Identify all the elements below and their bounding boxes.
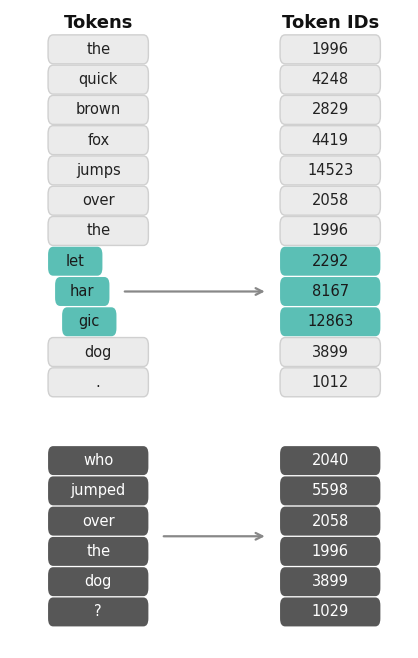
Text: let: let	[66, 254, 85, 268]
Text: who: who	[83, 453, 113, 468]
Text: 2829: 2829	[311, 103, 349, 117]
Text: 4419: 4419	[312, 133, 349, 147]
Text: Tokens: Tokens	[64, 14, 133, 32]
Text: dog: dog	[84, 345, 112, 359]
FancyBboxPatch shape	[62, 307, 117, 336]
Text: 14523: 14523	[307, 163, 353, 178]
FancyBboxPatch shape	[280, 216, 380, 245]
FancyBboxPatch shape	[280, 368, 380, 397]
FancyBboxPatch shape	[280, 35, 380, 64]
Text: 12863: 12863	[307, 315, 353, 329]
FancyBboxPatch shape	[280, 476, 380, 505]
FancyBboxPatch shape	[48, 446, 148, 475]
FancyBboxPatch shape	[48, 216, 148, 245]
Text: jumps: jumps	[76, 163, 121, 178]
Text: the: the	[86, 544, 110, 559]
FancyBboxPatch shape	[55, 277, 110, 306]
Text: ?: ?	[94, 605, 102, 619]
Text: 1996: 1996	[312, 42, 349, 57]
FancyBboxPatch shape	[48, 156, 148, 185]
Text: over: over	[82, 193, 115, 208]
Text: the: the	[86, 224, 110, 238]
Text: the: the	[86, 42, 110, 57]
Text: 5598: 5598	[312, 484, 349, 498]
FancyBboxPatch shape	[48, 507, 148, 536]
FancyBboxPatch shape	[280, 446, 380, 475]
Text: 8167: 8167	[312, 284, 349, 299]
Text: har: har	[70, 284, 94, 299]
Text: quick: quick	[79, 72, 118, 87]
FancyBboxPatch shape	[48, 65, 148, 94]
Text: .: .	[96, 375, 101, 390]
Text: 3899: 3899	[312, 345, 349, 359]
FancyBboxPatch shape	[48, 35, 148, 64]
FancyBboxPatch shape	[48, 186, 148, 215]
FancyBboxPatch shape	[48, 476, 148, 505]
Text: 3899: 3899	[312, 574, 349, 589]
FancyBboxPatch shape	[48, 247, 102, 276]
FancyBboxPatch shape	[280, 507, 380, 536]
Text: 4248: 4248	[312, 72, 349, 87]
Text: fox: fox	[87, 133, 109, 147]
Text: 1029: 1029	[311, 605, 349, 619]
FancyBboxPatch shape	[280, 537, 380, 566]
Text: 1996: 1996	[312, 544, 349, 559]
FancyBboxPatch shape	[48, 537, 148, 566]
FancyBboxPatch shape	[280, 126, 380, 155]
FancyBboxPatch shape	[48, 338, 148, 367]
FancyBboxPatch shape	[48, 368, 148, 397]
Text: 2040: 2040	[311, 453, 349, 468]
FancyBboxPatch shape	[48, 597, 148, 626]
FancyBboxPatch shape	[48, 126, 148, 155]
Text: gic: gic	[79, 315, 100, 329]
FancyBboxPatch shape	[280, 277, 380, 306]
Text: dog: dog	[84, 574, 112, 589]
Text: 2058: 2058	[311, 193, 349, 208]
Text: 2058: 2058	[311, 514, 349, 528]
FancyBboxPatch shape	[280, 247, 380, 276]
FancyBboxPatch shape	[48, 567, 148, 596]
FancyBboxPatch shape	[280, 65, 380, 94]
Text: 1996: 1996	[312, 224, 349, 238]
FancyBboxPatch shape	[280, 597, 380, 626]
FancyBboxPatch shape	[280, 186, 380, 215]
Text: 1012: 1012	[311, 375, 349, 390]
FancyBboxPatch shape	[280, 95, 380, 124]
FancyBboxPatch shape	[48, 95, 148, 124]
Text: 2292: 2292	[311, 254, 349, 268]
Text: Token IDs: Token IDs	[282, 14, 379, 32]
FancyBboxPatch shape	[280, 156, 380, 185]
FancyBboxPatch shape	[280, 338, 380, 367]
Text: brown: brown	[76, 103, 121, 117]
Text: over: over	[82, 514, 115, 528]
Text: jumped: jumped	[71, 484, 126, 498]
FancyBboxPatch shape	[280, 567, 380, 596]
FancyBboxPatch shape	[280, 307, 380, 336]
